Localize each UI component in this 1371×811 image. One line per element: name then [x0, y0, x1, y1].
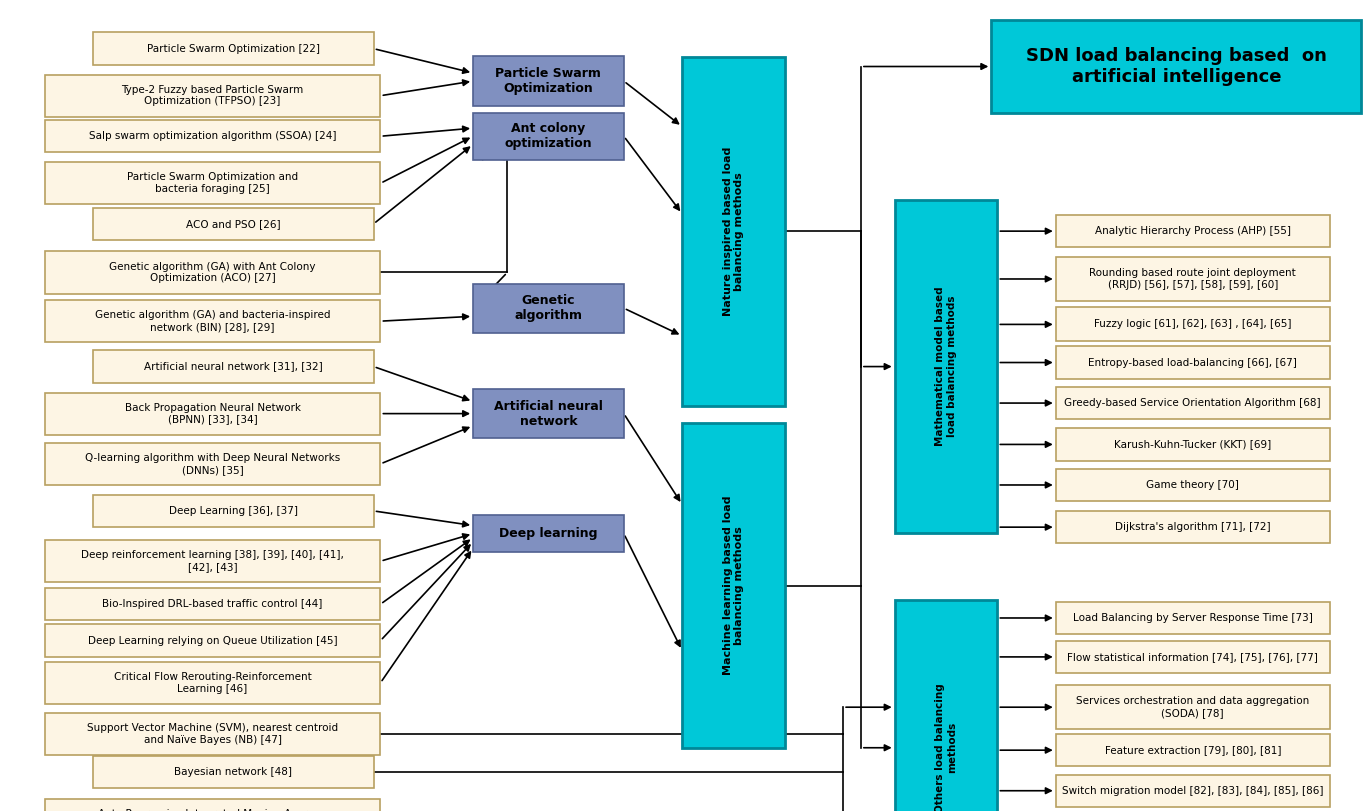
Text: Entropy-based load-balancing [66], [67]: Entropy-based load-balancing [66], [67] — [1089, 358, 1297, 367]
Text: Machine learning based load
balancing methods: Machine learning based load balancing me… — [723, 496, 744, 676]
Text: Critical Flow Rerouting-Reinforcement
Learning [46]: Critical Flow Rerouting-Reinforcement Le… — [114, 672, 311, 693]
FancyBboxPatch shape — [683, 423, 784, 748]
FancyBboxPatch shape — [44, 588, 380, 620]
Text: Others load balancing
methods: Others load balancing methods — [935, 683, 957, 811]
FancyBboxPatch shape — [44, 443, 380, 485]
Text: Q-learning algorithm with Deep Neural Networks
(DNNs) [35]: Q-learning algorithm with Deep Neural Ne… — [85, 453, 340, 474]
Text: Switch migration model [82], [83], [84], [85], [86]: Switch migration model [82], [83], [84],… — [1063, 786, 1323, 796]
FancyBboxPatch shape — [44, 120, 380, 152]
Text: Artificial neural network [31], [32]: Artificial neural network [31], [32] — [144, 362, 322, 371]
FancyBboxPatch shape — [473, 113, 624, 160]
FancyBboxPatch shape — [93, 350, 373, 383]
Text: Flow statistical information [74], [75], [76], [77]: Flow statistical information [74], [75],… — [1068, 652, 1318, 662]
FancyBboxPatch shape — [44, 624, 380, 657]
FancyBboxPatch shape — [991, 19, 1361, 113]
Text: Type-2 Fuzzy based Particle Swarm
Optimization (TFPSO) [23]: Type-2 Fuzzy based Particle Swarm Optimi… — [122, 85, 303, 106]
Text: Particle Swarm Optimization [22]: Particle Swarm Optimization [22] — [147, 44, 319, 54]
FancyBboxPatch shape — [44, 393, 380, 435]
Text: Dijkstra's algorithm [71], [72]: Dijkstra's algorithm [71], [72] — [1115, 522, 1271, 532]
Text: Ant colony
optimization: Ant colony optimization — [505, 122, 592, 150]
Text: Genetic
algorithm: Genetic algorithm — [514, 294, 583, 322]
FancyBboxPatch shape — [1056, 684, 1330, 730]
Text: Genetic algorithm (GA) with Ant Colony
Optimization (ACO) [27]: Genetic algorithm (GA) with Ant Colony O… — [110, 262, 315, 283]
FancyBboxPatch shape — [1056, 602, 1330, 634]
Text: Feature extraction [79], [80], [81]: Feature extraction [79], [80], [81] — [1105, 745, 1281, 755]
Text: Services orchestration and data aggregation
(SODA) [78]: Services orchestration and data aggregat… — [1076, 697, 1309, 718]
FancyBboxPatch shape — [44, 162, 380, 204]
FancyBboxPatch shape — [44, 75, 380, 117]
FancyBboxPatch shape — [473, 284, 624, 333]
FancyBboxPatch shape — [473, 389, 624, 438]
FancyBboxPatch shape — [1056, 307, 1330, 341]
FancyBboxPatch shape — [1056, 387, 1330, 419]
FancyBboxPatch shape — [1056, 641, 1330, 673]
FancyBboxPatch shape — [1056, 511, 1330, 543]
Text: Deep Learning [36], [37]: Deep Learning [36], [37] — [169, 506, 298, 516]
FancyBboxPatch shape — [894, 200, 997, 533]
Text: Salp swarm optimization algorithm (SSOA) [24]: Salp swarm optimization algorithm (SSOA)… — [89, 131, 336, 141]
FancyBboxPatch shape — [93, 32, 373, 65]
FancyBboxPatch shape — [683, 57, 784, 406]
FancyBboxPatch shape — [894, 600, 997, 811]
Text: Fuzzy logic [61], [62], [63] , [64], [65]: Fuzzy logic [61], [62], [63] , [64], [65… — [1094, 320, 1291, 329]
FancyBboxPatch shape — [93, 495, 373, 527]
Text: ACO and PSO [26]: ACO and PSO [26] — [185, 219, 281, 229]
Text: Deep learning: Deep learning — [499, 527, 598, 540]
FancyBboxPatch shape — [44, 800, 380, 811]
Text: Particle Swarm
Optimization: Particle Swarm Optimization — [495, 67, 602, 95]
Text: Game theory [70]: Game theory [70] — [1146, 480, 1239, 490]
FancyBboxPatch shape — [44, 540, 380, 582]
Text: Load Balancing by Server Response Time [73]: Load Balancing by Server Response Time [… — [1073, 613, 1312, 623]
Text: Deep Learning relying on Queue Utilization [45]: Deep Learning relying on Queue Utilizati… — [88, 636, 337, 646]
Text: Back Propagation Neural Network
(BPNN) [33], [34]: Back Propagation Neural Network (BPNN) [… — [125, 403, 300, 424]
FancyBboxPatch shape — [473, 516, 624, 551]
Text: Genetic algorithm (GA) and bacteria-inspired
network (BIN) [28], [29]: Genetic algorithm (GA) and bacteria-insp… — [95, 311, 330, 332]
FancyBboxPatch shape — [1056, 428, 1330, 461]
FancyBboxPatch shape — [44, 713, 380, 755]
Text: Mathematical model based
load balancing methods: Mathematical model based load balancing … — [935, 287, 957, 446]
Text: Support Vector Machine (SVM), nearest centroid
and Naïve Bayes (NB) [47]: Support Vector Machine (SVM), nearest ce… — [86, 723, 339, 744]
Text: SDN load balancing based  on
artificial intelligence: SDN load balancing based on artificial i… — [1026, 47, 1327, 86]
Text: Analytic Hierarchy Process (AHP) [55]: Analytic Hierarchy Process (AHP) [55] — [1095, 226, 1290, 236]
FancyBboxPatch shape — [1056, 469, 1330, 501]
Text: Greedy-based Service Orientation Algorithm [68]: Greedy-based Service Orientation Algorit… — [1064, 398, 1322, 408]
Text: Auto Regressive Integrated Moving Average
(ARIMA) and Long Short-Term Memory (LS: Auto Regressive Integrated Moving Averag… — [95, 809, 330, 811]
Text: Deep reinforcement learning [38], [39], [40], [41],
[42], [43]: Deep reinforcement learning [38], [39], … — [81, 551, 344, 572]
Text: Bayesian network [48]: Bayesian network [48] — [174, 767, 292, 777]
FancyBboxPatch shape — [44, 300, 380, 342]
FancyBboxPatch shape — [1056, 734, 1330, 766]
FancyBboxPatch shape — [93, 756, 373, 788]
Text: Karush-Kuhn-Tucker (KKT) [69]: Karush-Kuhn-Tucker (KKT) [69] — [1115, 440, 1271, 449]
Text: Artificial neural
network: Artificial neural network — [494, 400, 603, 427]
FancyBboxPatch shape — [1056, 346, 1330, 379]
FancyBboxPatch shape — [93, 208, 373, 240]
FancyBboxPatch shape — [1056, 256, 1330, 301]
FancyBboxPatch shape — [44, 251, 380, 294]
Text: Bio-Inspired DRL-based traffic control [44]: Bio-Inspired DRL-based traffic control [… — [103, 599, 322, 609]
FancyBboxPatch shape — [1056, 775, 1330, 807]
Text: Particle Swarm Optimization and
bacteria foraging [25]: Particle Swarm Optimization and bacteria… — [128, 173, 298, 194]
FancyBboxPatch shape — [1056, 215, 1330, 247]
FancyBboxPatch shape — [473, 56, 624, 106]
FancyBboxPatch shape — [44, 662, 380, 704]
Text: Nature inspired based load
balancing methods: Nature inspired based load balancing met… — [723, 147, 744, 315]
Text: Rounding based route joint deployment
(RRJD) [56], [57], [58], [59], [60]: Rounding based route joint deployment (R… — [1090, 268, 1296, 290]
